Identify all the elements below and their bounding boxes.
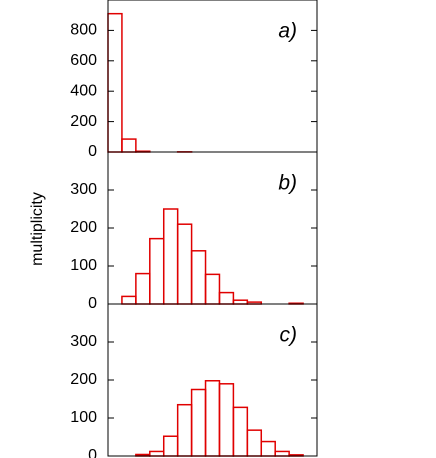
y-tick-label: 300 <box>70 333 97 350</box>
histogram-bar <box>232 299 249 305</box>
y-tick-label: 0 <box>88 143 97 160</box>
y-tick-label: 200 <box>70 371 97 388</box>
y-tick-label: 300 <box>70 181 97 198</box>
y-tick-label: 200 <box>70 113 97 130</box>
y-axis-label: multiplicity <box>29 192 46 266</box>
y-tick-label: 200 <box>70 219 97 236</box>
histogram-bar <box>218 291 235 305</box>
y-tick-label: 800 <box>70 22 97 39</box>
histogram-bar <box>149 237 165 305</box>
y-tick-label: 100 <box>70 257 97 274</box>
y-tick-label: 100 <box>70 409 97 426</box>
histogram-bar <box>260 440 276 457</box>
histogram-bar <box>162 435 179 457</box>
histogram-bar <box>190 250 207 305</box>
histogram-bar <box>162 208 179 305</box>
histogram-bar <box>190 388 207 457</box>
y-tick-label: 0 <box>88 447 97 458</box>
histogram-bar <box>121 138 137 153</box>
histogram-bar <box>121 295 137 305</box>
plot-frame <box>107 303 318 457</box>
panel-label: b) <box>278 172 297 195</box>
histogram-bar <box>176 403 193 457</box>
panel-label: c) <box>280 324 298 347</box>
y-tick-label: 0 <box>88 295 97 312</box>
histogram-bar <box>149 450 165 457</box>
y-tick-label: 600 <box>70 52 97 69</box>
histogram-bar <box>232 406 249 457</box>
histogram-bar <box>218 383 235 457</box>
histogram-bar <box>274 450 290 457</box>
histogram-bar <box>204 380 221 457</box>
y-tick-label: 400 <box>70 82 97 99</box>
panel-label: a) <box>278 20 297 43</box>
histogram-bar <box>204 273 221 305</box>
histogram-bar <box>246 429 263 457</box>
histogram-bar <box>135 272 151 305</box>
histogram-bar <box>176 223 193 305</box>
histogram-bar <box>107 12 123 153</box>
